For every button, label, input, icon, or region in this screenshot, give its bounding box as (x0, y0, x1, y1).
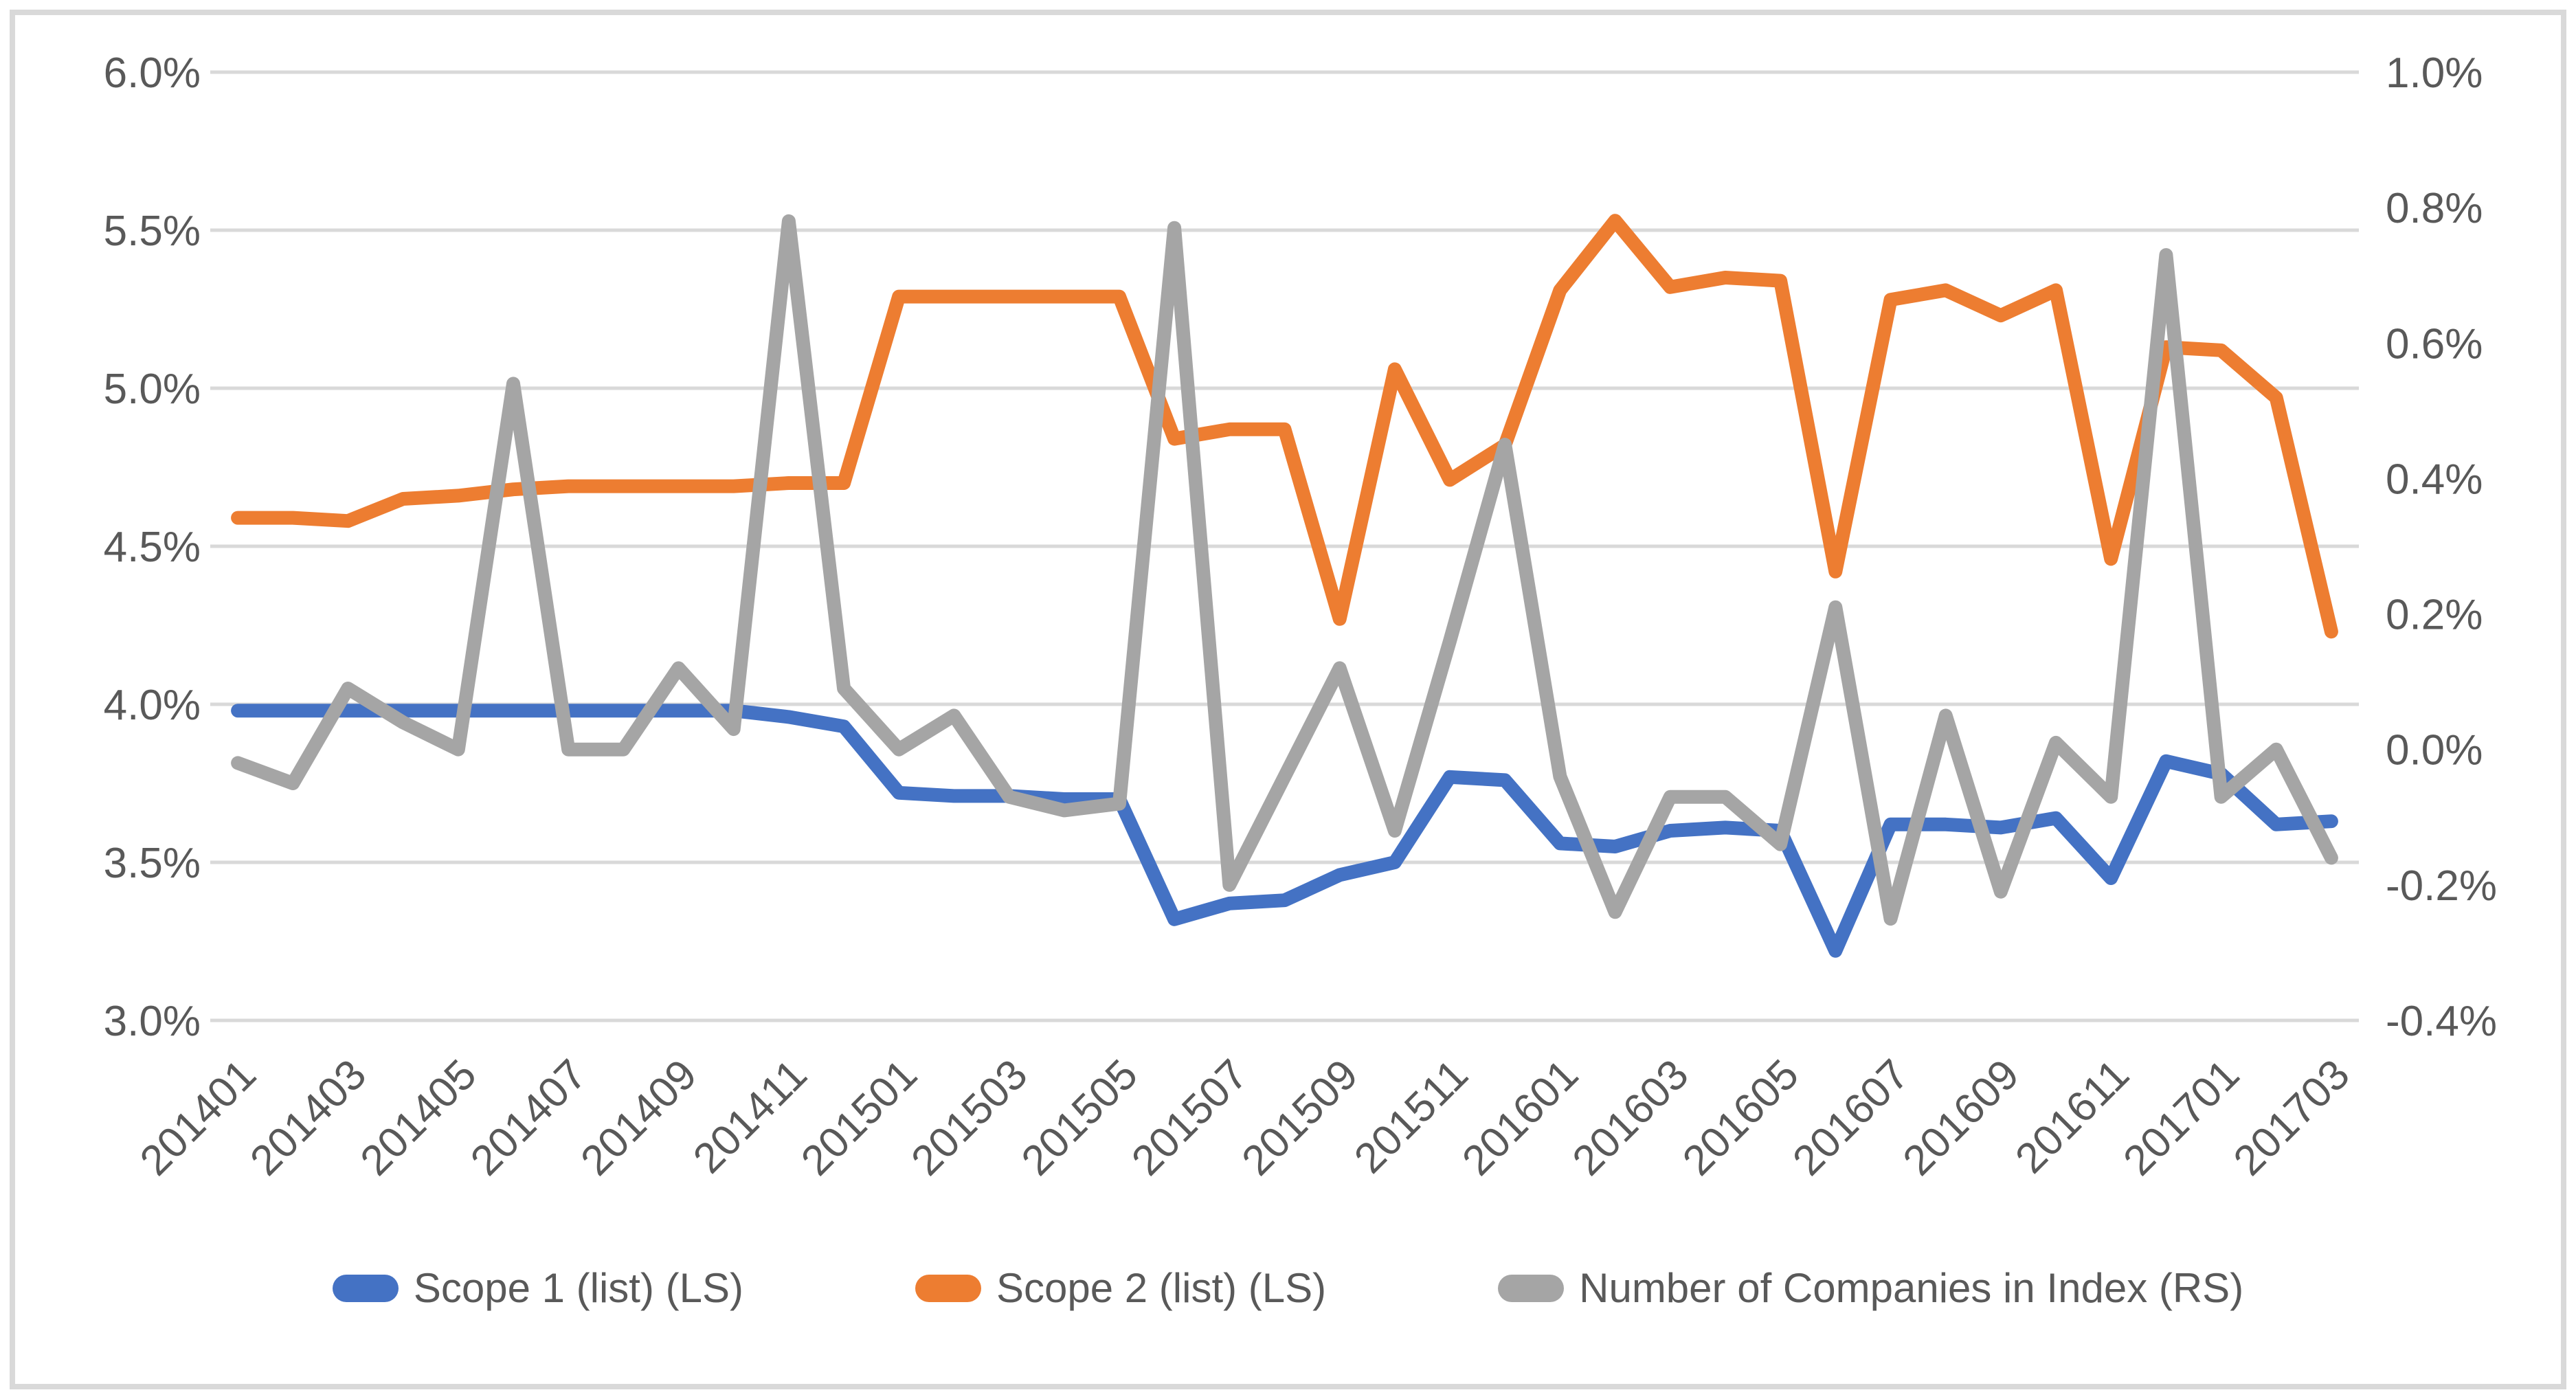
x-axis-tick-label: 201401 (131, 1051, 265, 1185)
right-axis-tick-label: 0.0% (2386, 727, 2483, 774)
legend-item-companies: Number of Companies in Index (RS) (1498, 1264, 2243, 1312)
legend-label-scope1: Scope 1 (list) (LS) (413, 1265, 743, 1311)
x-axis-tick-label: 201503 (902, 1051, 1036, 1185)
left-axis-tick-label: 5.0% (104, 366, 201, 413)
x-axis-tick-label: 201403 (241, 1051, 375, 1185)
right-axis-tick-label: 0.4% (2386, 456, 2483, 503)
right-axis-tick-label: -0.4% (2386, 998, 2497, 1045)
scope1-line-swatch-icon (332, 1274, 399, 1302)
left-axis-tick-label: 6.0% (104, 49, 201, 97)
x-axis-tick-label: 201611 (2006, 1051, 2138, 1183)
left-axis-tick-label: 4.5% (104, 524, 201, 571)
x-axis-tick-label: 201703 (2225, 1051, 2359, 1185)
x-axis-tick-label: 201601 (1453, 1051, 1587, 1185)
x-axis-tick-label: 201607 (1784, 1051, 1918, 1185)
x-axis-tick-label: 201505 (1013, 1051, 1147, 1185)
x-axis-tick-label: 201507 (1123, 1051, 1257, 1185)
right-axis-tick-label: 1.0% (2386, 49, 2483, 97)
x-axis-tick-label: 201609 (1894, 1051, 2028, 1185)
left-axis-tick-label: 3.5% (104, 840, 201, 887)
scope2-line-swatch-icon (915, 1274, 981, 1302)
legend-label-scope2: Scope 2 (list) (LS) (996, 1265, 1327, 1311)
left-axis-tick-label: 3.0% (104, 998, 201, 1045)
right-axis-tick-label: -0.2% (2386, 862, 2497, 910)
x-axis-tick-label: 201603 (1564, 1051, 1698, 1185)
x-axis-tick-label: 201605 (1674, 1051, 1808, 1185)
x-axis-tick-label: 201501 (792, 1051, 926, 1185)
legend-item-scope2: Scope 2 (list) (LS) (915, 1264, 1326, 1312)
series-line-2 (231, 214, 2338, 639)
companies-line-swatch-icon (1498, 1274, 1565, 1302)
x-axis-tick-label: 201407 (462, 1051, 596, 1185)
legend: Scope 1 (list) (LS) Scope 2 (list) (LS) … (0, 1264, 2576, 1312)
legend-item-scope1: Scope 1 (list) (LS) (332, 1264, 743, 1312)
right-axis-tick-label: 0.6% (2386, 320, 2483, 368)
right-axis-tick-label: 0.8% (2386, 185, 2483, 232)
x-axis-tick-label: 201701 (2114, 1051, 2248, 1185)
x-axis-tick-label: 201405 (352, 1051, 486, 1185)
series-line-3 (231, 214, 2338, 926)
legend-label-companies: Number of Companies in Index (RS) (1579, 1265, 2244, 1311)
right-axis-tick-label: 0.2% (2386, 592, 2483, 639)
x-axis-tick-label: 201511 (1345, 1051, 1477, 1183)
left-axis-tick-label: 5.5% (104, 208, 201, 255)
x-axis-tick-label: 201509 (1233, 1051, 1367, 1185)
x-axis-tick-label: 201409 (572, 1051, 706, 1185)
left-axis-tick-label: 4.0% (104, 682, 201, 729)
x-axis-tick-label: 201411 (684, 1051, 816, 1183)
